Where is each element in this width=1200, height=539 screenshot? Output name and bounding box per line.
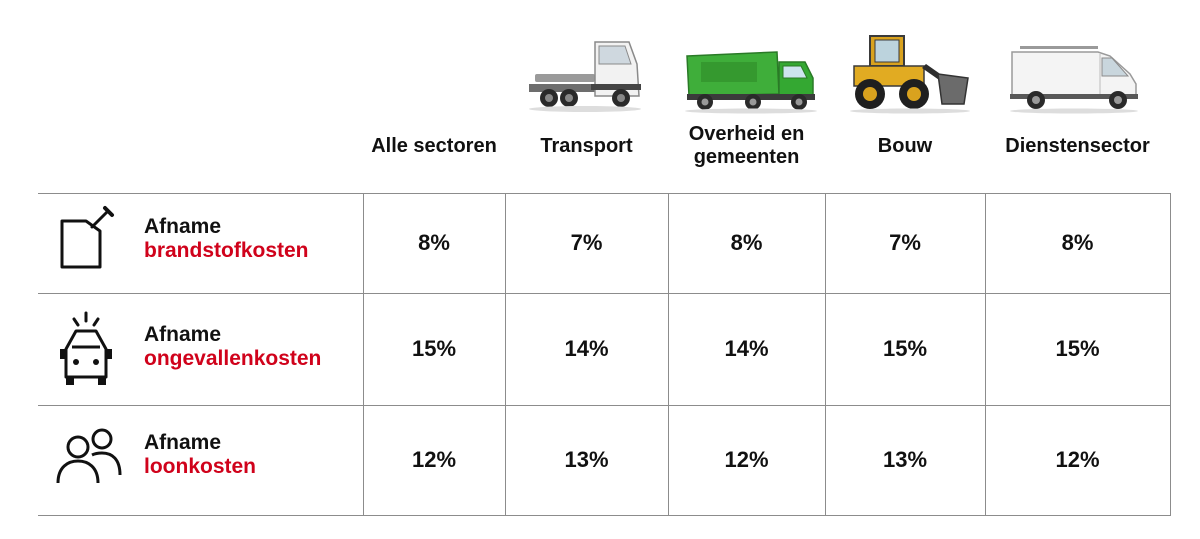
- value-cell: 12%: [724, 447, 769, 472]
- grid-line: [985, 193, 986, 516]
- grid-line: [38, 515, 1170, 516]
- column-header-transport: Transport: [540, 134, 633, 157]
- row-label-top: Afname: [144, 323, 222, 346]
- value-cell: 8%: [418, 230, 450, 255]
- grid-line: [363, 193, 364, 516]
- value-cell: 12%: [1055, 447, 1100, 472]
- grid-line: [1170, 193, 1171, 516]
- row-label-top: Afname: [144, 215, 222, 238]
- value-cell: 12%: [411, 447, 457, 472]
- value-cell: 14%: [564, 336, 609, 361]
- grid-line: [38, 405, 1170, 406]
- value-cell: 15%: [1055, 336, 1100, 361]
- grid-line: [38, 193, 1170, 194]
- value-cell: 15%: [882, 336, 928, 361]
- row-label-loonkosten: Afname loonkosten: [38, 405, 363, 515]
- value-cell: 15%: [411, 336, 457, 361]
- row-label-bottom: ongevallenkosten: [144, 347, 322, 370]
- column-header-alle-sectoren: Alle sectoren: [371, 134, 497, 157]
- people-icon: [52, 425, 128, 496]
- column-header-dienstensector: Dienstensector: [1005, 134, 1150, 157]
- fuel-can-icon: [52, 203, 118, 276]
- truck-icon: [520, 18, 650, 114]
- row-label-ongevallenkosten: Afname ongevallenkosten: [38, 293, 363, 405]
- grid-line: [505, 193, 506, 516]
- value-cell: 8%: [730, 230, 763, 255]
- grid-line: [825, 193, 826, 516]
- value-cell: 7%: [570, 230, 603, 255]
- grid-line: [38, 293, 1170, 294]
- value-cell: 13%: [882, 447, 928, 472]
- row-label-bottom: brandstofkosten: [144, 239, 309, 262]
- wheel-loader-icon: [845, 18, 975, 114]
- car-accident-icon: [52, 307, 122, 392]
- value-cell: 8%: [1061, 230, 1094, 255]
- van-icon: [1005, 18, 1145, 114]
- garbage-truck-icon: [678, 18, 823, 114]
- column-header-overheid: Overheid en gemeenten: [688, 123, 805, 168]
- row-label-bottom: loonkosten: [144, 455, 257, 478]
- column-header-bouw: Bouw: [877, 134, 933, 157]
- value-cell: 14%: [724, 336, 769, 361]
- row-label-brandstofkosten: Afname brandstofkosten: [38, 193, 363, 293]
- value-cell: 7%: [889, 230, 921, 255]
- grid-line: [668, 193, 669, 516]
- value-cell: 13%: [564, 447, 609, 472]
- row-label-top: Afname: [144, 431, 222, 454]
